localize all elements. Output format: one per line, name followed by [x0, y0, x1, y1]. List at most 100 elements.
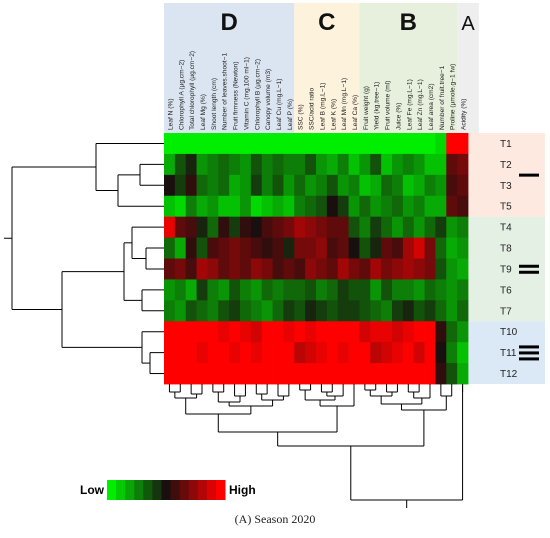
heatmap-cell	[381, 363, 393, 385]
heatmap-cell	[446, 363, 458, 385]
heatmap-cell	[196, 174, 208, 197]
heatmap-cell	[348, 300, 360, 322]
heatmap-cell	[185, 300, 197, 322]
group-label-C: C	[318, 9, 335, 36]
heatmap-cell	[381, 237, 393, 259]
heatmap-cell	[272, 174, 284, 197]
heatmap-cell	[424, 174, 436, 197]
heatmap-cell	[348, 195, 360, 218]
cluster-marker-bar	[519, 264, 539, 268]
heatmap-cell	[240, 300, 252, 322]
heatmap-cell	[392, 342, 404, 364]
heatmap-cell	[185, 258, 197, 280]
heatmap-cell	[457, 300, 469, 322]
heatmap-cell	[359, 279, 371, 301]
heatmap-cell	[174, 342, 187, 364]
heatmap-cell	[305, 279, 317, 301]
heatmap-cell	[424, 237, 436, 259]
heatmap-cell	[196, 279, 208, 301]
heatmap-cell	[305, 321, 317, 343]
heatmap-cell	[229, 216, 241, 238]
row-cluster-markers	[519, 173, 539, 361]
heatmap-cell	[218, 174, 230, 197]
heatmap-cell	[174, 300, 187, 322]
heatmap-cell	[326, 342, 339, 364]
heatmap-cell	[272, 363, 284, 385]
column-label: Leaf P (%)	[287, 99, 294, 130]
heatmap-cell	[305, 300, 317, 322]
heatmap-cell	[218, 153, 230, 176]
heatmap-cell	[196, 258, 208, 280]
column-label: Leaf K (%)	[330, 99, 337, 130]
heatmap-cell	[218, 195, 230, 218]
row-label: T1	[500, 139, 512, 150]
heatmap-cell	[207, 195, 219, 218]
group-label-D: D	[220, 9, 237, 36]
heatmap-cell	[283, 174, 295, 197]
heatmap-cell	[240, 216, 252, 238]
heatmap-cell	[294, 300, 306, 322]
heatmap-cell	[348, 153, 360, 176]
heatmap-cell	[250, 300, 263, 322]
column-label: Leaf Ca (%)	[352, 95, 359, 130]
heatmap-cell	[326, 174, 339, 197]
heatmap-cell	[457, 342, 469, 364]
heatmap-cell	[424, 153, 436, 176]
heatmap-cell	[229, 300, 241, 322]
heatmap-cell	[392, 300, 404, 322]
heatmap-cell	[240, 321, 252, 343]
legend-swatch	[197, 480, 208, 500]
heatmap-cell	[229, 195, 241, 218]
row-label: T2	[500, 160, 512, 171]
heatmap-cell	[294, 195, 306, 218]
heatmap-cell	[348, 321, 360, 343]
heatmap-cell	[207, 216, 219, 238]
heatmap-cell	[261, 258, 273, 280]
heatmap-cell	[283, 342, 295, 364]
column-label: Leaf Fe (mg.L−1)	[406, 79, 413, 130]
heatmap-cell	[457, 363, 469, 385]
row-label: T12	[500, 369, 518, 380]
heatmap-cell	[446, 216, 458, 238]
heatmap-cell	[261, 363, 273, 385]
heatmap-cell	[196, 216, 208, 238]
heatmap-cell	[413, 279, 425, 301]
heatmap-cell	[348, 216, 360, 238]
heatmap-cell	[294, 321, 306, 343]
heatmap-cell	[402, 342, 415, 364]
heatmap-cell	[424, 133, 436, 155]
heatmap-cell	[207, 279, 219, 301]
heatmap-cell	[218, 342, 230, 364]
column-label: Yield (kg.tree−1)	[374, 82, 381, 130]
heatmap-cell	[174, 321, 187, 343]
heatmap-cell	[207, 258, 219, 280]
heatmap-cell	[164, 195, 176, 218]
heatmap-cell	[413, 300, 425, 322]
column-label: Canopy volume (m3)	[265, 69, 272, 130]
heatmap-cell	[283, 258, 295, 280]
heatmap-cell	[272, 195, 284, 218]
heatmap-cell	[164, 258, 176, 280]
row-cluster-band-II	[468, 216, 545, 322]
heatmap-cell	[229, 321, 241, 343]
heatmap-cell	[424, 195, 436, 218]
heatmap-cell	[261, 279, 273, 301]
heatmap-cell	[457, 321, 469, 343]
heatmap-cell	[164, 279, 176, 301]
heatmap-cell	[359, 237, 371, 259]
heatmap-cell	[218, 279, 230, 301]
heatmap-cell	[359, 195, 371, 218]
heatmap-cell	[250, 363, 263, 385]
heatmap-cell	[174, 216, 187, 238]
heatmap-cell	[381, 174, 393, 197]
heatmap-cell	[240, 279, 252, 301]
heatmap-cell	[294, 133, 306, 155]
group-label-A: A	[461, 13, 475, 35]
legend-swatch	[188, 480, 199, 500]
legend-swatch	[170, 480, 181, 500]
heatmap-cell	[196, 153, 208, 176]
heatmap-cell	[413, 342, 425, 364]
heatmap-cell	[185, 237, 197, 259]
heatmap-cell	[348, 237, 360, 259]
heatmap-cell	[457, 133, 469, 155]
